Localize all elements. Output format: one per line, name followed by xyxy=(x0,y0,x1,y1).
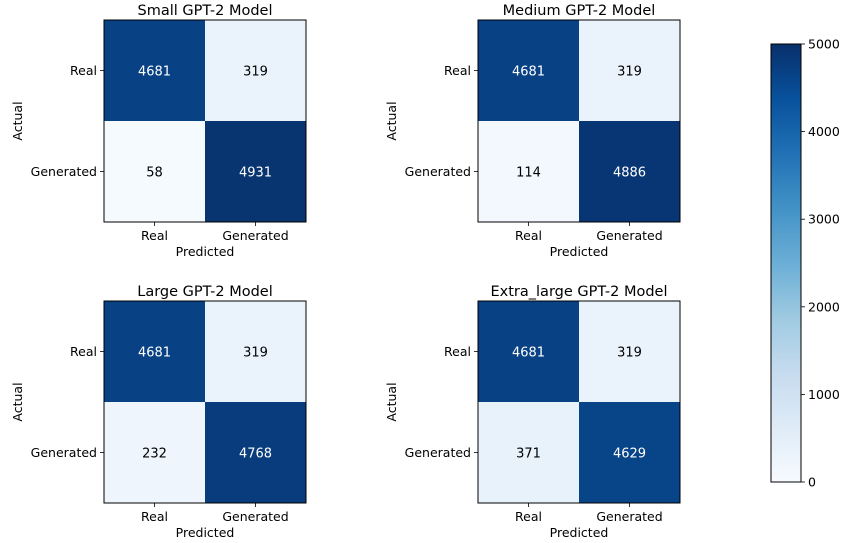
y-tick-label: Real xyxy=(70,63,97,78)
cell-value-label: 4886 xyxy=(613,166,646,181)
matrix-cell xyxy=(579,121,680,222)
colorbar-tick-label: 5000 xyxy=(808,37,840,52)
x-axis-label: Predicted xyxy=(550,244,609,259)
panel-title: Small GPT-2 Model xyxy=(138,3,273,19)
x-tick-label: Real xyxy=(141,509,168,524)
matrix-cell xyxy=(478,301,579,402)
panel-title: Extra_large GPT-2 Model xyxy=(491,284,668,300)
panel-4: 4681 319 371 4629 Extra_large GPT-2 Model Rea… xyxy=(384,284,681,540)
axes-frame xyxy=(477,300,681,504)
matrix-cell xyxy=(104,402,205,503)
x-tick-label: Real xyxy=(515,509,542,524)
x-tick-label: Real xyxy=(515,228,542,243)
panel-3: 4681 319 232 4768 Large GPT-2 Model Real Gener… xyxy=(10,284,307,540)
colorbar-gradient xyxy=(771,44,801,482)
cell-value-label: 4681 xyxy=(138,346,171,361)
matrix-cell xyxy=(478,402,579,503)
cell-value-label: 319 xyxy=(243,65,268,80)
y-tick-label: Generated xyxy=(31,445,97,460)
y-tick-label: Real xyxy=(70,344,97,359)
matrix-cell xyxy=(104,20,205,121)
colorbar-tick-label: 4000 xyxy=(808,124,840,139)
cell-value-label: 114 xyxy=(516,166,541,181)
panel-title: Medium GPT-2 Model xyxy=(503,3,656,19)
matrix-cell xyxy=(579,402,680,503)
y-axis-label: Actual xyxy=(384,101,399,140)
cell-value-label: 4768 xyxy=(239,447,272,462)
cell-value-label: 319 xyxy=(243,346,268,361)
axes-frame xyxy=(477,19,681,223)
cell-value-label: 4681 xyxy=(512,346,545,361)
x-axis-label: Predicted xyxy=(176,244,235,259)
y-axis-label: Actual xyxy=(10,382,25,421)
colorbar-tick-label: 3000 xyxy=(808,212,840,227)
cell-value-label: 232 xyxy=(142,447,167,462)
y-tick-label: Real xyxy=(444,63,471,78)
axes-frame xyxy=(103,300,307,504)
panel-2: 4681 319 114 4886 Medium GPT-2 Model Real Gene… xyxy=(384,3,681,259)
matrix-cell xyxy=(478,20,579,121)
x-axis-label: Predicted xyxy=(176,525,235,540)
colorbar-frame xyxy=(770,43,802,483)
cell-value-label: 4681 xyxy=(512,65,545,80)
matrix-cell xyxy=(579,301,680,402)
panel-1: 4681 319 58 4931 Small GPT-2 Model Real Genera… xyxy=(10,3,307,259)
colorbar-tick-label: 0 xyxy=(808,475,816,490)
axes-frame xyxy=(103,19,307,223)
matrix-cell xyxy=(104,121,205,222)
colorbar-tick-label: 1000 xyxy=(808,387,840,402)
matrix-cell xyxy=(205,301,306,402)
x-tick-label: Real xyxy=(141,228,168,243)
cell-value-label: 4681 xyxy=(138,65,171,80)
matrix-cell xyxy=(205,121,306,222)
x-axis-label: Predicted xyxy=(550,525,609,540)
matrix-cell xyxy=(205,20,306,121)
cell-value-label: 319 xyxy=(617,65,642,80)
y-tick-label: Real xyxy=(444,344,471,359)
colorbar-tick-label: 2000 xyxy=(808,299,840,314)
x-tick-label: Generated xyxy=(596,509,662,524)
matrix-cell xyxy=(579,20,680,121)
cell-value-label: 58 xyxy=(146,166,163,181)
matrix-cell xyxy=(104,301,205,402)
panels: 4681 319 58 4931 Small GPT-2 Model Real Genera… xyxy=(10,3,681,540)
y-axis-label: Actual xyxy=(384,382,399,421)
cell-value-label: 4629 xyxy=(613,447,646,462)
panel-title: Large GPT-2 Model xyxy=(137,284,273,300)
x-tick-label: Generated xyxy=(222,228,288,243)
cell-value-label: 4931 xyxy=(239,166,272,181)
matrix-cell xyxy=(205,402,306,503)
y-tick-label: Generated xyxy=(405,445,471,460)
cell-value-label: 371 xyxy=(516,447,541,462)
colorbar: 0 1000 2000 3000 4000 5000 xyxy=(770,37,840,490)
y-tick-label: Generated xyxy=(405,164,471,179)
cell-value-label: 319 xyxy=(617,346,642,361)
matrix-cell xyxy=(478,121,579,222)
y-tick-label: Generated xyxy=(31,164,97,179)
x-tick-label: Generated xyxy=(222,509,288,524)
y-axis-label: Actual xyxy=(10,101,25,140)
x-tick-label: Generated xyxy=(596,228,662,243)
